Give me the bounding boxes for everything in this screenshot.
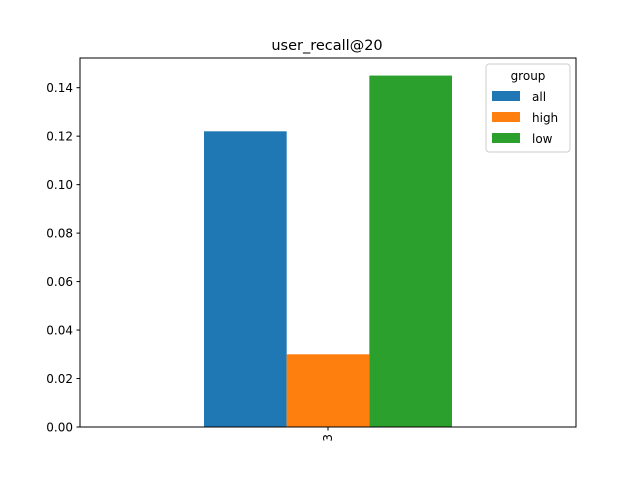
y-tick-label: 0.02 xyxy=(46,372,73,386)
legend-entries: all high low xyxy=(492,90,558,146)
bars-group xyxy=(204,75,452,428)
legend-label-all: all xyxy=(532,90,546,104)
y-tick-label: 0.10 xyxy=(46,178,73,192)
y-tick-label: 0.00 xyxy=(46,421,73,435)
legend-label-high: high xyxy=(532,111,558,125)
legend-label-low: low xyxy=(532,132,553,146)
chart-title: user_recall@20 xyxy=(271,38,382,54)
legend-box xyxy=(485,63,571,153)
legend-swatch-low xyxy=(492,133,520,143)
bar-all xyxy=(204,131,287,427)
y-tick-label: 0.14 xyxy=(46,81,73,95)
legend-swatch-high xyxy=(492,112,520,122)
y-axis: 0.00 0.02 0.04 0.06 0.08 0.10 0.12 0.14 xyxy=(46,81,80,435)
legend-title: group xyxy=(511,69,546,83)
legend: group all high low xyxy=(485,63,571,153)
bar-low xyxy=(369,75,452,428)
x-axis: 3 xyxy=(321,427,335,442)
y-tick-label: 0.04 xyxy=(46,324,73,338)
bar-high xyxy=(286,354,370,427)
x-tick-label: 3 xyxy=(321,434,335,442)
y-tick-label: 0.08 xyxy=(46,227,73,241)
y-tick-label: 0.12 xyxy=(46,130,73,144)
plot-area-frame xyxy=(79,57,577,428)
legend-swatch-all xyxy=(492,91,520,101)
y-tick-label: 0.06 xyxy=(46,275,73,289)
